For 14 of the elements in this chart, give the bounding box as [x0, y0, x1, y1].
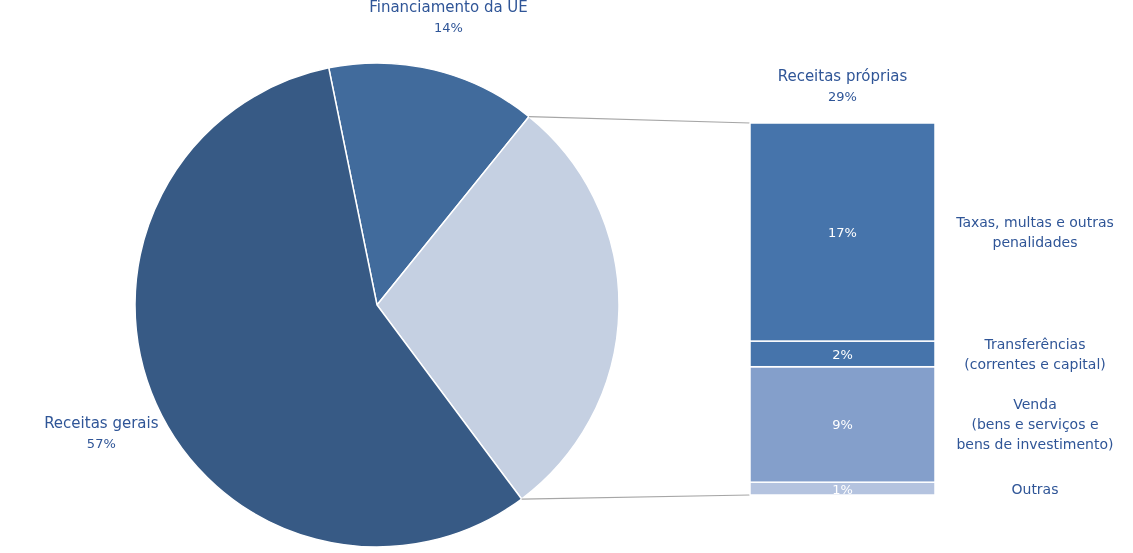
- data-label: 57%: [86, 436, 116, 452]
- data-label: 1%: [832, 481, 853, 497]
- series-label: Venda (bens e serviços e bens de investimento): [956, 396, 1114, 453]
- text: Transferências (correntes e capital): [964, 335, 1106, 372]
- slice-label: Financiamento da UE: [369, 0, 528, 16]
- data-label: 14%: [434, 19, 463, 35]
- series-label: Taxas, multas e outras penalidades: [955, 214, 1114, 251]
- data-label: 9%: [832, 417, 853, 433]
- slice-label: Receitas gerais: [44, 414, 159, 433]
- data-label: 2%: [832, 346, 853, 362]
- slice-label: Receitas próprias: [777, 67, 908, 85]
- data-label: 29%: [828, 89, 857, 104]
- text: Outras: [1011, 480, 1059, 497]
- data-label: 17%: [828, 225, 857, 241]
